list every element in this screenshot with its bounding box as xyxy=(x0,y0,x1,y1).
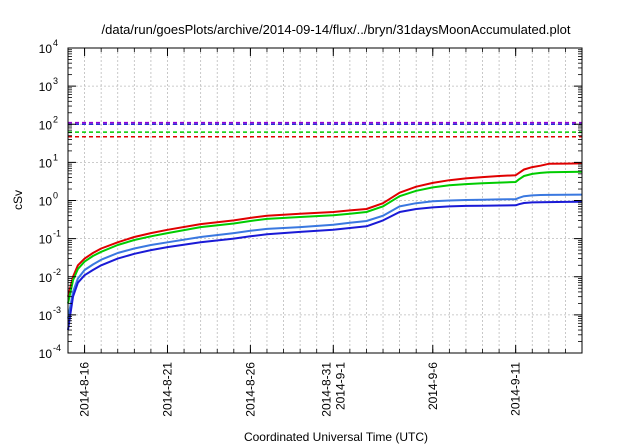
y-tick-base: 10 xyxy=(39,156,53,170)
y-tick-label: 10 4 xyxy=(39,38,58,56)
y-tick-exponent: -4 xyxy=(53,343,61,353)
y-tick-base: 10 xyxy=(39,118,53,132)
grid xyxy=(68,48,582,353)
threshold-lines xyxy=(68,121,582,138)
y-tick-base: 10 xyxy=(39,195,53,209)
x-tick-label: 2014-9-6 xyxy=(426,362,440,410)
y-tick-base: 10 xyxy=(39,347,53,361)
y-tick-label: 10 -1 xyxy=(39,229,61,247)
y-tick-label: 10 -3 xyxy=(39,305,61,323)
y-tick-exponent: 4 xyxy=(53,38,58,48)
y-tick-exponent: 3 xyxy=(53,76,58,86)
y-tick-exponent: 0 xyxy=(53,191,58,201)
y-tick-label: 10 2 xyxy=(39,114,58,132)
y-tick-base: 10 xyxy=(39,233,53,247)
x-tick-label: 2014-9-1 xyxy=(333,362,347,410)
y-tick-label: 10 3 xyxy=(39,76,58,94)
series-line xyxy=(67,170,583,304)
chart-title: /data/run/goesPlots/archive/2014-09-14/f… xyxy=(102,22,571,37)
y-tick-label: 10 -4 xyxy=(39,343,61,361)
series-line xyxy=(67,200,583,331)
y-tick-label: 10 1 xyxy=(39,152,58,170)
x-tick-label: 2014-8-21 xyxy=(160,362,174,417)
y-tick-exponent: -2 xyxy=(53,267,61,277)
x-tick-labels: 2014-8-16 2014-8-21 2014-8-26 2014-8-31 2014… xyxy=(78,362,523,417)
x-axis-label: Coordinated Universal Time (UTC) xyxy=(244,430,428,444)
series-line xyxy=(67,162,583,297)
y-tick-exponent: 2 xyxy=(53,114,58,124)
y-axis-label: cSv xyxy=(11,190,25,210)
y-tick-exponent: 1 xyxy=(53,152,58,162)
y-tick-exponent: -1 xyxy=(53,229,61,239)
y-tick-base: 10 xyxy=(39,42,53,56)
x-tick-label: 2014-8-31 xyxy=(319,362,333,417)
y-tick-base: 10 xyxy=(39,271,53,285)
y-tick-label: 10 0 xyxy=(39,191,58,209)
x-tick-label: 2014-9-11 xyxy=(509,362,523,416)
axis-ticks xyxy=(68,47,582,354)
x-tick-label: 2014-8-26 xyxy=(243,362,257,417)
y-tick-exponent: -3 xyxy=(53,305,61,315)
y-tick-base: 10 xyxy=(39,80,53,94)
x-tick-label: 2014-8-16 xyxy=(78,362,92,417)
y-tick-label: 10 -2 xyxy=(39,267,61,285)
series-line xyxy=(67,193,583,319)
data-series xyxy=(67,162,583,331)
y-tick-base: 10 xyxy=(39,309,53,323)
